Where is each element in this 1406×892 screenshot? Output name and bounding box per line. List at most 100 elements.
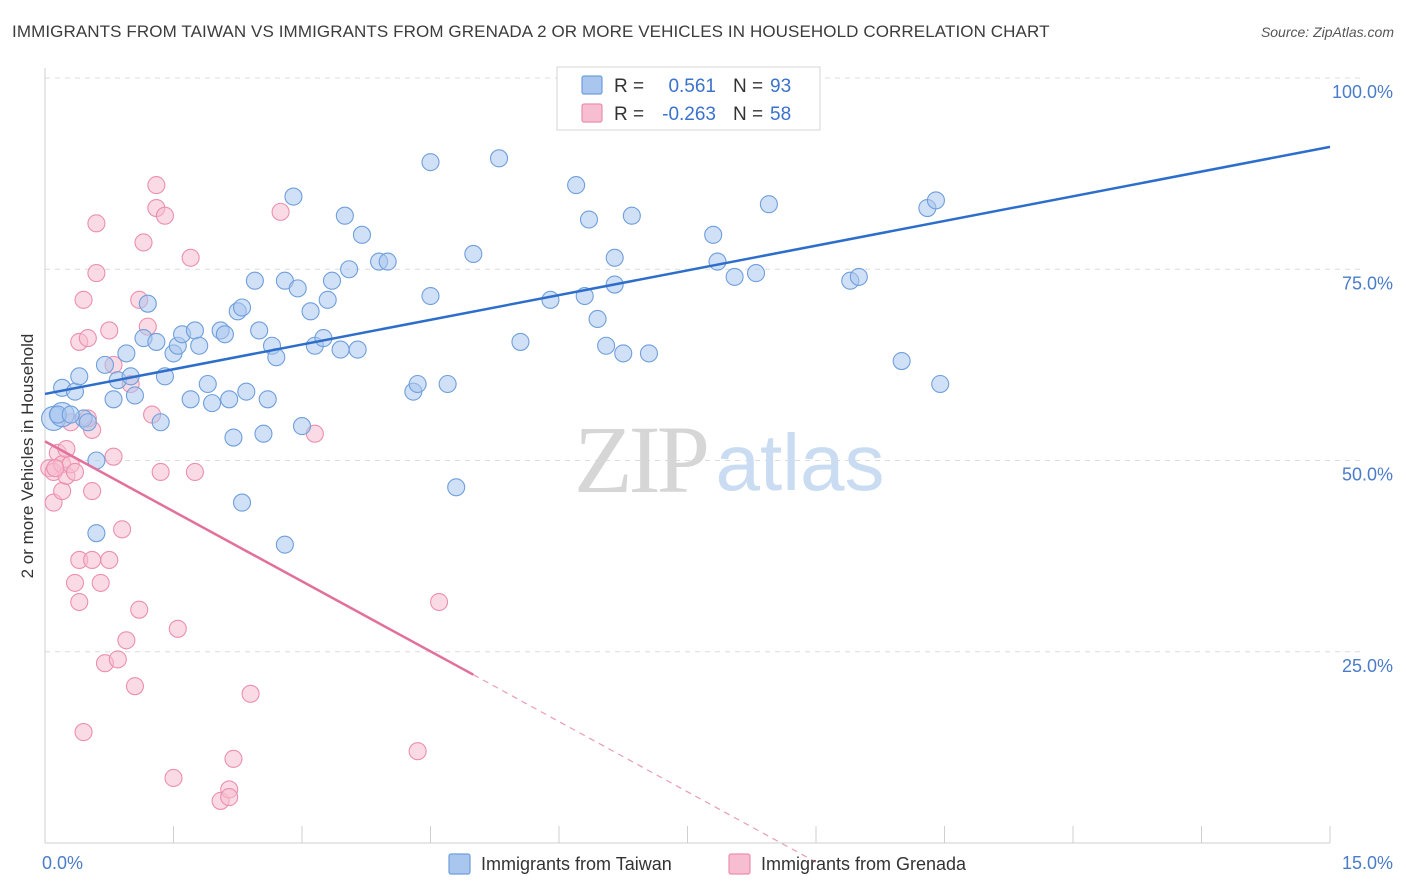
taiwan-n-label: N = [733,76,763,97]
taiwan-series-label: Immigrants from Taiwan [481,854,672,874]
grenada-n-value: 58 [770,104,791,125]
taiwan-point [215,325,234,344]
grenada-point [87,264,106,283]
grenada-point [134,233,153,252]
grenada-point [83,482,102,501]
y-tick-label: 75.0% [1342,273,1393,293]
grenada-point [147,176,166,195]
taiwan-point [511,332,530,351]
grid-lines [45,77,1365,653]
taiwan-point [65,382,85,401]
taiwan-point [352,225,372,244]
grenada-n-label: N = [733,104,763,125]
grenada-point [271,202,290,221]
grenada-series-swatch [728,853,751,875]
grenada-point [46,459,65,478]
taiwan-point [117,344,136,363]
taiwan-point [567,176,586,195]
series-legend: Immigrants from Taiwan Immigrants from G… [448,853,967,875]
taiwan-point [292,417,312,436]
grenada-series-label: Immigrants from Grenada [761,854,967,874]
grenada-point [130,600,149,619]
grenada-r-label: R = [614,104,644,125]
taiwan-point [258,390,277,409]
grenada-points [40,176,449,810]
taiwan-point [331,340,350,359]
taiwan-point [464,244,483,263]
grenada-point [104,447,123,466]
taiwan-point [579,210,599,229]
taiwan-points [41,68,950,554]
taiwan-point [378,252,397,271]
taiwan-point [438,374,457,394]
taiwan-point [421,286,440,306]
taiwan-trend-line [44,145,1331,396]
taiwan-point [408,374,427,394]
stats-legend: R = 0.561 N = 93 R = -0.263 N = 58 [556,66,821,131]
taiwan-point [588,309,607,329]
taiwan-point [185,321,204,340]
taiwan-point [237,382,256,401]
grenada-point [164,768,183,788]
grenada-point [185,462,204,482]
taiwan-point [301,302,320,321]
taiwan-point [61,405,80,424]
grenada-point [91,573,110,592]
taiwan-point [250,321,269,340]
taiwan-point [622,206,641,225]
y-tick-label: 100.0% [1332,82,1393,102]
watermark: ZIP atlas [574,406,884,513]
grenada-point [65,462,85,482]
taiwan-series-swatch [448,853,471,875]
grenada-point [408,742,427,761]
grenada-point [70,592,89,612]
taiwan-r-value: 0.561 [668,76,716,97]
taiwan-point [95,355,115,374]
taiwan-point [597,336,616,355]
grenada-point [65,573,85,592]
y-tick-labels: 25.0% 50.0% 75.0% 100.0% [1332,82,1393,676]
grenada-r-value: -0.263 [662,104,716,125]
taiwan-point [245,271,264,290]
taiwan-point [232,298,252,317]
taiwan-point [318,290,337,309]
taiwan-r-label: R = [614,76,644,97]
taiwan-point [275,535,294,554]
grenada-point [224,749,243,768]
y-axis-label: 2 or more Vehicles in Household [18,334,37,579]
taiwan-point [541,290,560,309]
taiwan-point [224,428,243,447]
x-tick-labels: 0.0% 15.0% [42,853,1393,873]
grenada-trend-extension [473,674,817,863]
taiwan-point [759,195,778,214]
taiwan-point [151,413,170,432]
watermark-atlas: atlas [716,418,885,507]
taiwan-point [198,374,217,394]
grenada-point [87,214,106,233]
taiwan-point [614,344,633,363]
taiwan-point [340,260,359,279]
grenada-point [74,290,93,309]
grenada-point [113,520,132,539]
grenada-point [125,677,144,696]
grenada-point [241,684,260,703]
taiwan-point [335,206,354,225]
taiwan-point [605,248,624,267]
taiwan-legend-swatch [581,75,603,95]
trend-lines [44,145,1331,863]
x-tick-label: 0.0% [42,853,83,873]
taiwan-point [220,390,239,409]
grenada-point [108,650,127,669]
taiwan-point [704,225,723,244]
taiwan-point [147,332,166,351]
grenada-point [117,631,136,650]
grenada-point [100,550,119,570]
taiwan-point [421,153,440,172]
taiwan-point [639,344,659,363]
grenada-trend-line [44,440,474,676]
grenada-point [151,462,170,482]
y-tick-label: 50.0% [1342,465,1393,485]
taiwan-point [87,524,106,543]
taiwan-point [203,394,222,413]
taiwan-point [138,294,157,313]
